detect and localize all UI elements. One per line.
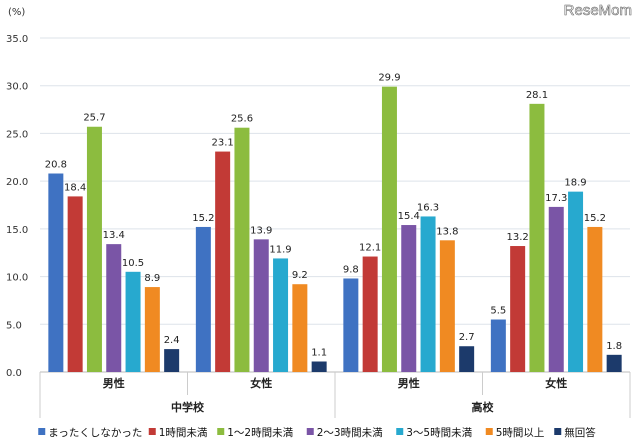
bar (401, 225, 417, 372)
bar (273, 258, 289, 372)
bar (125, 271, 141, 372)
data-label: 16.3 (417, 202, 439, 213)
data-label: 18.9 (564, 178, 586, 189)
legend-label: 2～3時間未満 (317, 427, 383, 439)
bar (381, 86, 397, 372)
category-label: 女性 (250, 376, 272, 390)
watermark-logo: ReseMom (564, 2, 632, 19)
bar (215, 151, 231, 372)
category-label: 女性 (545, 376, 567, 390)
bar (490, 319, 506, 372)
data-label: 2.4 (164, 335, 180, 346)
data-label: 18.4 (64, 182, 86, 193)
data-label: 29.9 (378, 73, 400, 84)
data-label: 13.8 (436, 226, 458, 237)
legend-label: 1時間未満 (159, 427, 208, 439)
legend-swatch (485, 428, 493, 435)
y-tick-label: 15.0 (6, 225, 28, 236)
bar (164, 349, 180, 372)
data-label: 10.5 (122, 258, 144, 269)
data-label: 25.7 (83, 113, 105, 124)
data-label: 15.2 (584, 213, 606, 224)
y-tick-label: 0.0 (6, 368, 22, 379)
data-label: 15.4 (398, 211, 420, 222)
data-label: 8.9 (144, 273, 160, 284)
legend-swatch (217, 428, 225, 435)
category-label: 男性 (103, 376, 125, 390)
bar (439, 240, 455, 372)
bar (548, 206, 564, 372)
legend-label: 無回答 (564, 426, 596, 439)
data-label: 13.2 (507, 232, 529, 243)
legend-swatch (554, 428, 562, 435)
data-labels: 20.8 15.2 9.8 5.5 18.4 23.1 12.1 13.2 25.7 25.6 29… (45, 73, 622, 359)
bar (195, 226, 211, 372)
legend-swatch (306, 428, 314, 435)
y-tick-label: 20.0 (6, 177, 28, 188)
legend-swatch (38, 428, 46, 435)
data-label: 13.9 (250, 225, 272, 236)
y-axis-unit-label: (%) (8, 7, 25, 18)
group-label: 高校 (472, 400, 495, 414)
y-tick-label: 25.0 (6, 129, 28, 140)
bar (311, 361, 327, 372)
bar (510, 246, 526, 372)
category-label: 男性 (398, 376, 420, 390)
data-label: 11.9 (269, 244, 291, 255)
data-label: 28.1 (526, 90, 548, 101)
bar (459, 346, 475, 372)
bar (529, 103, 545, 373)
bar (420, 216, 436, 372)
y-tick-label: 5.0 (6, 320, 22, 331)
y-tick-label: 30.0 (6, 82, 28, 93)
y-tick-label: 35.0 (6, 34, 28, 45)
bar (253, 239, 269, 372)
data-label: 1.1 (311, 348, 327, 359)
data-label: 9.8 (343, 264, 359, 275)
legend-label: 5時間以上 (496, 427, 545, 439)
group-label: 中学校 (171, 400, 205, 414)
data-label: 15.2 (192, 213, 214, 224)
data-label: 9.2 (292, 270, 308, 281)
legend-swatch (148, 428, 156, 435)
bar (48, 173, 64, 372)
bar (86, 126, 102, 373)
bar (106, 244, 122, 372)
bars (48, 86, 622, 373)
bar (362, 256, 378, 372)
data-label: 12.1 (359, 243, 381, 254)
data-label: 23.1 (212, 138, 234, 149)
legend-swatch (396, 428, 404, 435)
bar (343, 278, 359, 372)
legend-label: まったくしなかった (48, 427, 142, 439)
legend-label: 3～5時間未満 (406, 427, 472, 439)
data-label: 17.3 (545, 193, 567, 204)
data-label: 5.5 (490, 306, 506, 317)
data-label: 13.4 (103, 230, 125, 241)
legend: まったくしなかった 1時間未満 1～2時間未満 2～3時間未満 3～5時間未満 5時間以上… (38, 426, 596, 439)
bar (568, 191, 584, 372)
bar (606, 354, 622, 372)
y-tick-label: 10.0 (6, 273, 28, 284)
data-label: 2.7 (459, 332, 475, 343)
data-label: 25.6 (231, 114, 253, 125)
bar (234, 127, 250, 373)
bar (67, 196, 83, 372)
legend-label: 1～2時間未満 (227, 427, 293, 439)
data-label: 1.8 (606, 341, 622, 352)
data-label: 20.8 (45, 160, 67, 171)
bar (144, 287, 160, 372)
bar (587, 226, 603, 372)
bar (292, 284, 308, 372)
y-axis-ticks: 0.0 5.0 10.0 15.0 20.0 25.0 30.0 35.0 (6, 34, 28, 379)
